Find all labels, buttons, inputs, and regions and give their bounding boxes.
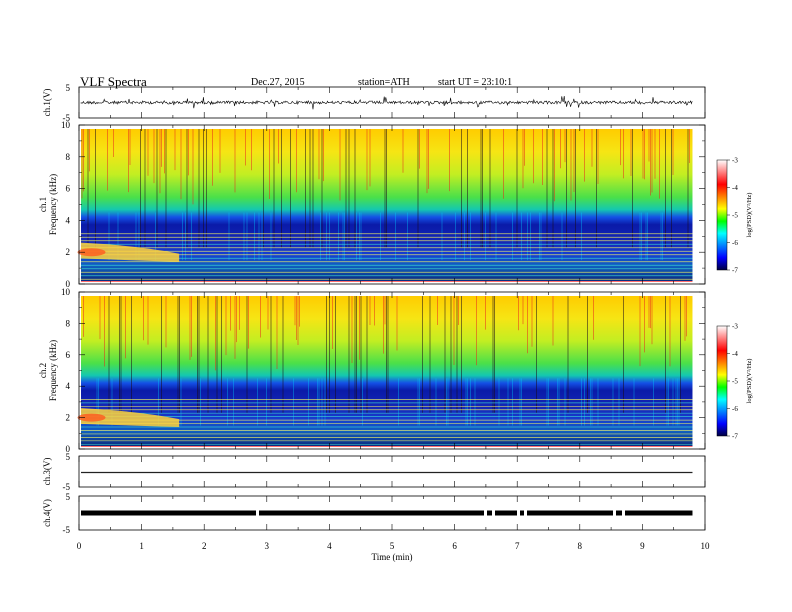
- ch1-spectrogram-panel: 10 8 6 4 2 0 ch.1 Frequency (kHz): [38, 120, 706, 289]
- colorbar-tick-label: -5: [732, 212, 738, 220]
- colorbar-tick-label: -6: [732, 239, 738, 247]
- y-axis-label: Frequency (kHz): [48, 174, 58, 235]
- x-tick-label: 10: [701, 541, 711, 551]
- y-axis-label: ch.1(V): [42, 89, 52, 117]
- time-axis: 0 1 2 3 4 5 6 7 8 9 10 Time (min): [77, 541, 710, 562]
- y-tick-label: 6: [66, 184, 71, 194]
- y-tick-label: 8: [66, 152, 71, 162]
- station-label: station=ATH: [358, 77, 410, 88]
- y-axis-label: ch.1: [38, 197, 48, 212]
- y-axis-label: ch.4(V): [42, 499, 52, 527]
- colorbar-tick-label: -4: [732, 184, 738, 192]
- start-time-label: start UT = 23:10:1: [438, 77, 513, 88]
- y-tick-label: 2: [66, 247, 71, 257]
- colorbar-tick-label: -5: [732, 378, 738, 386]
- colorbar-tick-label: -7: [732, 433, 738, 441]
- y-tick-label: 10: [61, 287, 71, 297]
- y-tick-label: 5: [66, 83, 71, 93]
- chorus-emission: [81, 408, 180, 428]
- x-tick-label: 9: [640, 541, 645, 551]
- colorbar-tick-label: -4: [732, 350, 738, 358]
- y-tick-label: -5: [63, 482, 71, 492]
- colorbar-label: log(PSD)(V²/Hz): [746, 359, 753, 404]
- ch4-waveform-trace: [81, 510, 693, 516]
- ch3-waveform-panel: 5 -5 ch.3(V): [42, 452, 706, 492]
- x-axis-label: Time (min): [372, 552, 413, 562]
- chorus-emission-core: [77, 413, 106, 422]
- colorbar-scale: [716, 325, 728, 437]
- ch1-waveform-panel: 5 -5 ch.1(V): [42, 83, 706, 123]
- y-tick-label: 0: [66, 444, 71, 454]
- y-tick-label: 6: [66, 350, 71, 360]
- x-tick-label: 1: [139, 541, 144, 551]
- colorbar-label: log(PSD)(V²/Hz): [746, 193, 753, 238]
- y-tick-label: 10: [61, 120, 71, 130]
- colorbar-tick-label: -3: [732, 323, 738, 331]
- ch2-spectrogram-panel: 10 8 6 4 2 0 ch.2 Frequency (kHz): [38, 287, 706, 454]
- date-label: Dec.27, 2015: [251, 77, 305, 88]
- y-tick-label: 5: [66, 492, 71, 502]
- x-tick-label: 5: [390, 541, 395, 551]
- ch4-trace-gap: [484, 510, 487, 516]
- y-tick-label: 2: [66, 413, 71, 423]
- ch1-colorbar: -3 -4 -5 -6 -7 log(PSD)(V²/Hz): [716, 157, 753, 275]
- ch4-trace-gap: [524, 510, 527, 516]
- chorus-emission: [81, 242, 180, 262]
- y-tick-label: 4: [66, 215, 71, 225]
- ch1-waveform-trace: [80, 95, 693, 110]
- ch4-trace-gap: [517, 510, 520, 516]
- x-tick-label: 4: [327, 541, 332, 551]
- y-axis-label: ch.2: [38, 363, 48, 378]
- ch4-trace-gap: [613, 510, 616, 516]
- x-tick-label: 0: [77, 541, 82, 551]
- ch4-trace-gap: [622, 510, 625, 516]
- y-tick-label: -5: [63, 525, 71, 535]
- y-tick-label: 8: [66, 318, 71, 328]
- y-axis-label: Frequency (kHz): [48, 340, 58, 401]
- ch4-trace-gap: [492, 510, 495, 516]
- y-tick-label: 4: [66, 381, 71, 391]
- colorbar-tick-label: -6: [732, 405, 738, 413]
- y-axis-label: ch.3(V): [42, 458, 52, 486]
- figure-title: VLF Spectra: [80, 74, 147, 89]
- x-tick-label: 8: [578, 541, 583, 551]
- y-tick-label: -5: [63, 113, 71, 123]
- ch4-waveform-panel: 5 -5 ch.4(V): [42, 492, 706, 535]
- colorbar-tick-label: -3: [732, 157, 738, 165]
- chorus-emission-core: [77, 248, 106, 257]
- y-tick-label: 5: [66, 452, 71, 462]
- colorbar-scale: [716, 159, 728, 271]
- x-tick-label: 6: [452, 541, 457, 551]
- x-tick-label: 2: [202, 541, 207, 551]
- x-tick-label: 7: [515, 541, 520, 551]
- colorbar-tick-label: -7: [732, 267, 738, 275]
- y-tick-label: 0: [66, 279, 71, 289]
- x-tick-label: 3: [265, 541, 270, 551]
- ch2-colorbar: -3 -4 -5 -6 -7 log(PSD)(V²/Hz): [716, 323, 753, 441]
- ch4-trace-gap: [256, 510, 259, 516]
